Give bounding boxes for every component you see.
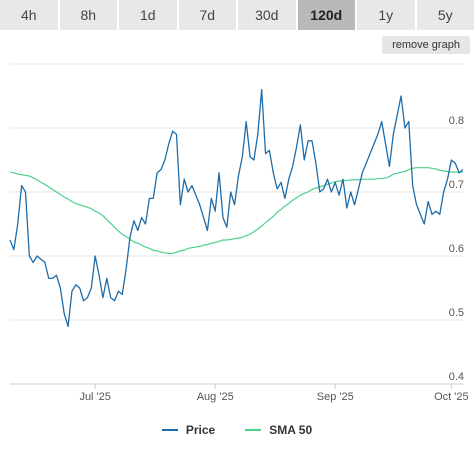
chart-legend: Price SMA 50 (0, 420, 474, 440)
y-tick-label: 0.8 (449, 115, 464, 127)
x-tick-label: Aug '25 (197, 391, 234, 403)
grid-lines (10, 63, 463, 385)
y-tick-label: 0.6 (449, 243, 464, 255)
y-tick-label: 0.7 (449, 179, 464, 191)
x-tick-label: Sep '25 (317, 391, 354, 403)
tab-5y[interactable]: 5y (416, 0, 474, 30)
y-tick-label: 0.4 (449, 371, 464, 383)
tab-1y[interactable]: 1y (357, 0, 415, 30)
legend-item-sma-50[interactable]: SMA 50 (245, 423, 312, 437)
time-range-tabs: 4h 8h 1d 7d 30d 120d 1y 5y (0, 0, 474, 30)
sma-legend-label: SMA 50 (269, 423, 313, 437)
x-axis: Jul '25 Aug '25 Sep '25 Oct '25 (10, 383, 469, 403)
y-tick-label: 0.5 (449, 307, 464, 319)
tab-8h[interactable]: 8h (59, 0, 117, 30)
legend-item-price[interactable]: Price (161, 423, 216, 437)
tab-1d[interactable]: 1d (119, 0, 177, 30)
remove-graph-button[interactable]: remove graph (382, 36, 470, 54)
y-axis-labels: 0.4 0.5 0.6 0.7 0.8 (449, 115, 464, 383)
x-tick-label: Oct '25 (434, 391, 469, 403)
tab-30d[interactable]: 30d (238, 0, 296, 30)
sma-50-series-line (9, 167, 463, 255)
price-legend-swatch (161, 429, 178, 431)
x-tick-label: Jul '25 (79, 391, 110, 403)
sma-legend-swatch (245, 429, 262, 431)
tab-120d[interactable]: 120d (297, 0, 355, 30)
tab-4h[interactable]: 4h (0, 0, 58, 30)
price-series-line (9, 88, 464, 328)
tab-7d[interactable]: 7d (178, 0, 236, 30)
price-legend-label: Price (185, 423, 216, 437)
